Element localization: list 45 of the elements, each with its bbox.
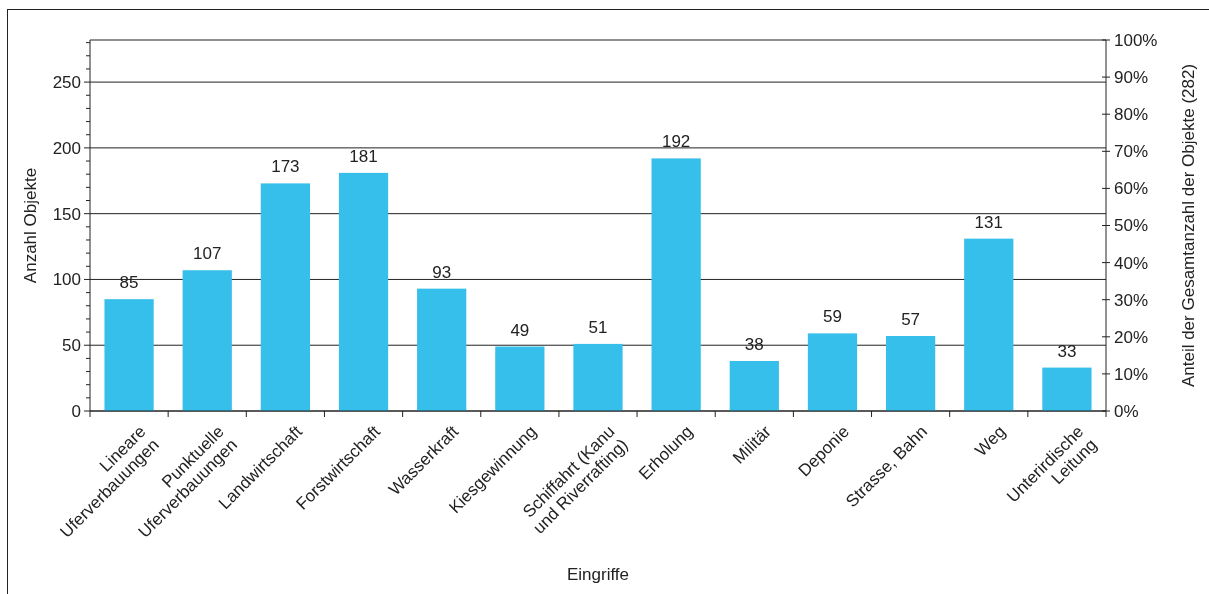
y-tick-label: 50 bbox=[62, 336, 81, 356]
y-axis-title: Anzahl Objekte bbox=[21, 167, 40, 284]
bar bbox=[495, 346, 545, 411]
bar bbox=[104, 299, 154, 411]
y2-tick-label: 20% bbox=[1114, 327, 1149, 347]
bar bbox=[964, 238, 1014, 411]
y-tick-label: 100 bbox=[52, 270, 81, 290]
data-label: 59 bbox=[823, 307, 842, 327]
data-label: 181 bbox=[349, 146, 378, 166]
y-tick-label: 250 bbox=[52, 73, 81, 93]
data-label: 131 bbox=[974, 212, 1003, 232]
bar bbox=[182, 270, 232, 411]
y2-tick-label: 70% bbox=[1114, 142, 1149, 162]
x-tick-label: Weg bbox=[971, 422, 1010, 460]
x-axis-title: Eingriffe bbox=[566, 565, 630, 584]
y2-tick-label: 50% bbox=[1114, 216, 1149, 236]
bar bbox=[338, 172, 389, 411]
y2-tick-label: 100% bbox=[1114, 30, 1158, 50]
y2-tick-label: 40% bbox=[1114, 253, 1149, 273]
data-label: 33 bbox=[1057, 341, 1077, 361]
y-tick-label: 200 bbox=[52, 138, 81, 158]
data-label: 93 bbox=[432, 262, 452, 282]
y-tick-label: 150 bbox=[52, 204, 81, 224]
data-label: 57 bbox=[901, 310, 921, 330]
bar bbox=[1042, 367, 1092, 411]
bar bbox=[573, 343, 623, 411]
bar bbox=[417, 288, 467, 411]
y2-tick-label: 30% bbox=[1114, 290, 1149, 310]
y-tick-label: 0 bbox=[71, 401, 81, 421]
bar bbox=[260, 183, 310, 411]
y2-tick-label: 10% bbox=[1114, 364, 1149, 384]
bar bbox=[651, 158, 701, 411]
data-label: 192 bbox=[661, 132, 691, 152]
bar bbox=[807, 333, 858, 411]
y2-tick-label: 0% bbox=[1114, 401, 1139, 421]
data-label: 51 bbox=[588, 317, 608, 337]
y2-tick-label: 90% bbox=[1114, 68, 1149, 88]
data-label: 49 bbox=[510, 320, 530, 340]
bar bbox=[886, 336, 936, 411]
y2-tick-label: 80% bbox=[1114, 105, 1149, 125]
data-label: 173 bbox=[271, 157, 300, 177]
bar bbox=[729, 361, 779, 411]
data-label: 107 bbox=[193, 244, 222, 264]
y2-axis-title: Anteil der Gesamtanzahl der Objekte (282) bbox=[1179, 63, 1198, 388]
y2-tick-label: 60% bbox=[1114, 179, 1149, 199]
